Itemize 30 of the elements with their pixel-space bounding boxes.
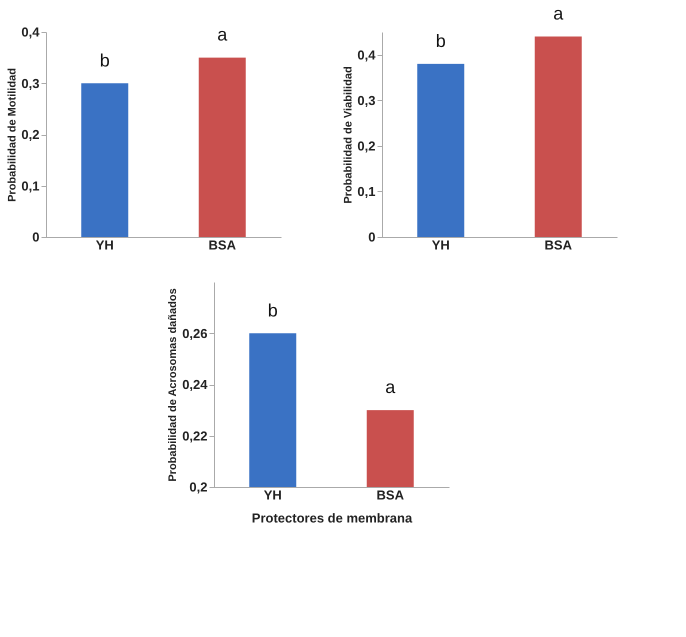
annotation: b — [100, 50, 110, 70]
x-axis-title: Protectores de membrana — [252, 510, 413, 526]
y-tick-label: 0,1 — [21, 178, 40, 194]
annotation: b — [436, 30, 446, 51]
y-tick-label: 0,2 — [357, 138, 376, 154]
y-tick-label: 0,3 — [357, 92, 376, 108]
x-tick-label: YH — [264, 488, 282, 502]
y-tick-label: 0,26 — [182, 326, 208, 341]
y-axis-title: Probabilidad de Acrosomas dañados — [167, 288, 180, 482]
annotation: a — [553, 4, 564, 24]
y-tick-label: 0,22 — [182, 428, 208, 444]
x-tick-label: BSA — [208, 238, 237, 252]
y-axis-title: Probabilidad de Motilidad — [6, 68, 18, 202]
y-tick-label: 0,24 — [182, 377, 208, 392]
y-tick-label: 0 — [368, 230, 376, 244]
y-tick-label: 0,3 — [21, 76, 40, 91]
x-tick-label: BSA — [376, 488, 405, 502]
y-tick-label: 0,2 — [189, 480, 208, 494]
y-tick-label: 0 — [32, 230, 40, 244]
y-axis-title: Probabilidad de Viabilidad — [342, 66, 354, 204]
x-tick-label: YH — [96, 238, 114, 252]
y-tick-label: 0,2 — [21, 127, 40, 142]
annotation: a — [385, 377, 396, 398]
x-tick-label: YH — [432, 238, 450, 252]
y-tick-label: 0,4 — [21, 24, 40, 40]
y-tick-label: 0,4 — [357, 47, 376, 62]
annotation: b — [268, 300, 278, 320]
annotation: a — [217, 24, 228, 45]
x-tick-label: BSA — [544, 238, 573, 252]
y-tick-label: 0,1 — [357, 184, 376, 199]
